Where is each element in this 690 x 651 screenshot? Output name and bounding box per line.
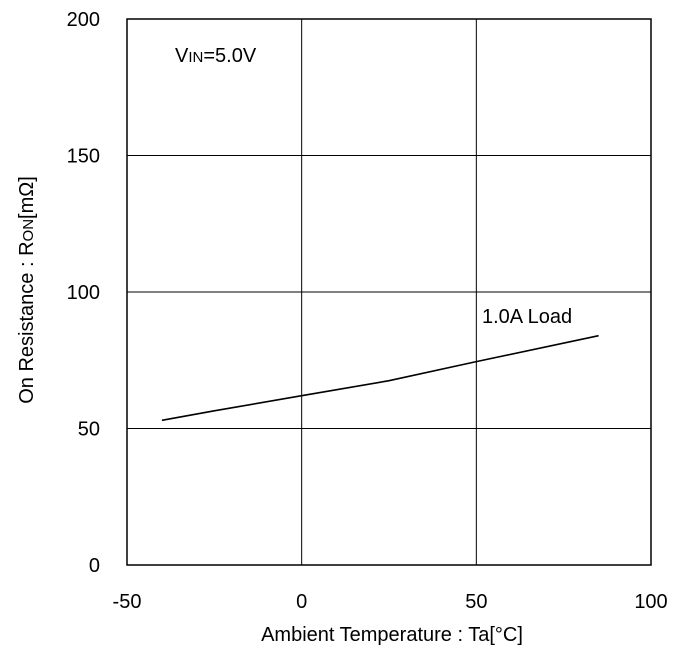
- x-axis-label: Ambient Temperature : Ta[°C]: [261, 624, 523, 646]
- x-tick-label: 0: [296, 591, 307, 613]
- y-tick-label: 0: [89, 555, 100, 577]
- series-group: [161, 334, 599, 422]
- x-tick-label: 100: [634, 591, 667, 613]
- x-tick-label: 50: [465, 591, 487, 613]
- x-tick-label: -50: [113, 591, 142, 613]
- grid-lines: [127, 19, 651, 565]
- plot-frame: [126, 18, 652, 566]
- condition-label: VIN=5.0V: [175, 45, 257, 67]
- x-tick-labels: -50 0 50 100: [113, 591, 668, 613]
- y-tick-label: 100: [67, 282, 100, 304]
- y-tick-label: 50: [78, 419, 100, 441]
- y-tick-label: 200: [67, 9, 100, 31]
- y-tick-labels: 0 50 100 150 200: [67, 9, 100, 577]
- y-tick-label: 150: [67, 146, 100, 168]
- y-axis-label: On Resistance : RON[mΩ]: [16, 176, 38, 404]
- series-line: [161, 334, 599, 422]
- series-label: 1.0A Load: [482, 306, 572, 328]
